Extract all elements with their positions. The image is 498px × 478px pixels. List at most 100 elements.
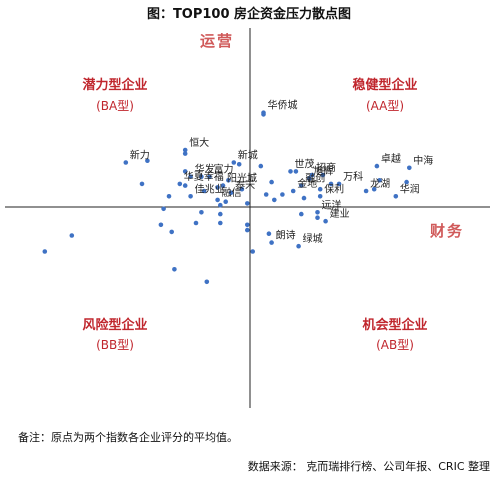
footnote: 备注：原点为两个指数各企业评分的平均值。 <box>18 431 238 444</box>
point-label: 卓越 <box>381 152 401 165</box>
data-point <box>269 179 274 185</box>
y-axis-label: 运营 <box>200 32 235 50</box>
data-point <box>272 197 277 203</box>
point-label: 融创 <box>305 172 325 185</box>
data-point <box>266 231 272 236</box>
point-label: 万科 <box>343 170 363 183</box>
data-point-labeled <box>220 183 226 188</box>
data-point <box>280 192 285 197</box>
data-point <box>139 181 145 187</box>
data-point <box>199 210 204 215</box>
point-label: 朗诗 <box>276 229 296 242</box>
point-label: 融信 <box>222 187 242 199</box>
data-point <box>263 192 269 197</box>
data-point-labeled <box>315 210 320 215</box>
points-layer <box>42 110 412 285</box>
data-point-labeled <box>374 163 380 169</box>
data-source: 数据来源： 克而瑞排行榜、公司年报、CRIC 整理 <box>247 460 490 473</box>
data-point <box>404 179 409 185</box>
data-point-labeled <box>317 194 323 199</box>
data-point <box>239 186 245 192</box>
data-point-labeled <box>363 188 369 194</box>
data-point-labeled <box>336 181 342 187</box>
point-label: 华侨城 <box>268 99 298 112</box>
data-point <box>182 183 188 188</box>
data-point <box>218 202 223 208</box>
data-point <box>161 206 166 212</box>
data-point <box>250 249 255 254</box>
data-point <box>193 220 199 226</box>
data-point-labeled <box>231 160 237 165</box>
data-point-labeled <box>309 172 315 178</box>
point-label: 建业 <box>330 207 350 220</box>
chart-title: 图：TOP100 房企资金压力散点图 <box>146 7 352 22</box>
data-point <box>42 249 48 254</box>
data-point <box>215 185 220 190</box>
data-point <box>315 215 320 220</box>
point-label: 华发 <box>195 163 215 176</box>
data-point <box>245 227 250 233</box>
data-point <box>172 267 177 272</box>
data-point <box>293 169 299 174</box>
point-label: 绿城 <box>303 232 323 245</box>
data-point <box>218 220 223 226</box>
data-point-labeled <box>307 176 312 181</box>
quadrant-ab-name: 机会型企业 <box>362 318 428 333</box>
point-label: 新城 <box>238 149 258 162</box>
data-point <box>218 211 223 217</box>
quadrant-ab-code: (AB型) <box>376 338 414 352</box>
data-point <box>236 162 242 167</box>
data-point <box>158 222 164 228</box>
point-label: 保利 <box>324 182 344 195</box>
quadrant-aa-name: 稳健型企业 <box>352 78 418 93</box>
data-point <box>245 222 250 228</box>
point-label: 泰禾 <box>235 179 255 192</box>
data-point <box>258 163 264 169</box>
data-point <box>317 186 323 192</box>
data-point <box>182 151 188 156</box>
data-point-labeled <box>228 190 234 196</box>
data-point <box>201 188 207 194</box>
data-point <box>377 178 382 183</box>
data-point <box>182 169 188 174</box>
point-label: 中海 <box>413 154 433 167</box>
point-label: 华润 <box>400 182 420 195</box>
point-label: 旭辉 <box>313 166 333 178</box>
point-label: 新力 <box>130 149 150 162</box>
data-point-labeled <box>299 183 304 188</box>
data-point <box>69 233 75 238</box>
point-label: 富力 <box>214 163 234 176</box>
data-point-labeled <box>261 110 266 115</box>
quadrant-ba-name: 潜力型企业 <box>82 78 148 93</box>
data-point-labeled <box>269 240 274 245</box>
data-point <box>299 211 304 217</box>
data-point-labeled <box>288 169 293 174</box>
data-point-labeled <box>188 174 193 179</box>
point-label: 世茂 <box>295 157 315 170</box>
data-point-labeled <box>215 197 220 203</box>
point-label: 恒大 <box>189 136 209 149</box>
point-label: 华夏幸福 <box>184 170 224 183</box>
data-point-labeled <box>323 218 328 224</box>
point-label: 远洋 <box>322 198 342 211</box>
data-point-labeled <box>296 243 301 249</box>
data-point-labeled <box>123 160 129 165</box>
quadrant-ba-code: (BA型) <box>96 99 134 113</box>
point-label: 龙湖 <box>370 177 390 190</box>
x-axis-label: 财务 <box>430 222 465 240</box>
data-point-labeled <box>177 181 183 187</box>
data-point <box>320 172 326 178</box>
data-point <box>145 158 150 163</box>
data-point-labeled <box>407 165 412 171</box>
point-label: 金地 <box>297 177 317 190</box>
data-point-labeled <box>393 194 399 199</box>
quadrant-bb-name: 风险型企业 <box>82 318 148 333</box>
data-point <box>223 199 228 204</box>
data-point-labeled <box>207 174 212 179</box>
data-point-labeled <box>290 188 296 194</box>
data-point <box>371 186 377 192</box>
data-point <box>169 229 174 235</box>
data-point <box>199 174 204 179</box>
